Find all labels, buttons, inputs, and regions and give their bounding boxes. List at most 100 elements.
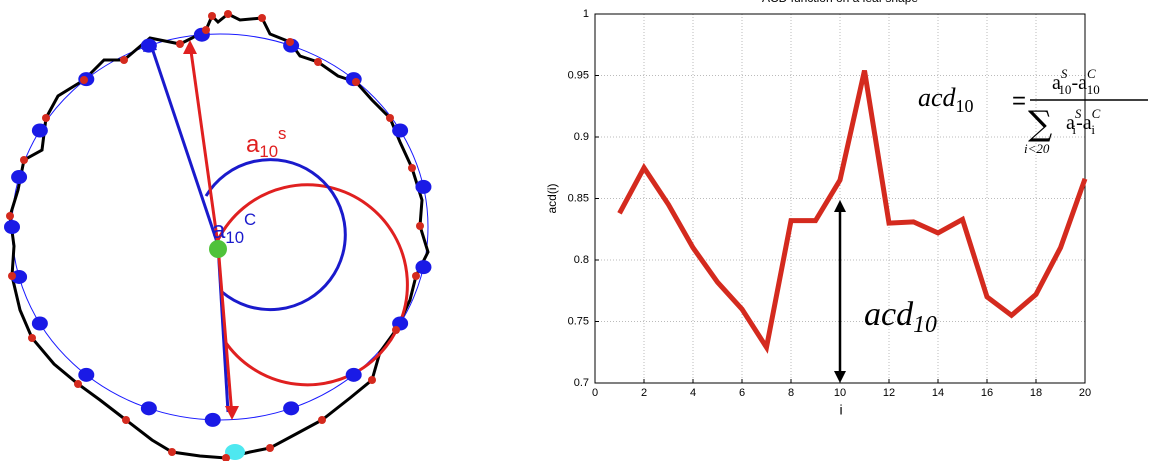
y-tick-label: 0.85 <box>568 192 589 204</box>
y-tick-label: 0.7 <box>574 377 589 389</box>
sample-point-circle <box>283 401 300 416</box>
sample-point-shape <box>368 376 376 384</box>
sample-point-shape <box>208 12 216 20</box>
angle-arc-c <box>204 158 347 312</box>
sample-point-shape <box>416 222 424 230</box>
subscript: 10 <box>259 143 278 162</box>
sample-point-circle <box>140 401 157 416</box>
base: acd <box>918 83 957 112</box>
formula-term: aS i -aC i <box>1066 106 1101 137</box>
sample-point-shape <box>42 114 50 122</box>
subscript: 10 <box>225 229 244 248</box>
operator: - <box>1076 112 1083 134</box>
sample-point-shape <box>120 56 128 64</box>
base: a <box>1066 112 1075 134</box>
arrowhead <box>225 406 239 420</box>
subscript: i <box>1091 122 1095 137</box>
red-arrow-down <box>216 244 234 417</box>
sample-point-shape <box>122 416 130 424</box>
formula-eq: = <box>1012 87 1026 114</box>
sample-point-circle <box>415 260 432 275</box>
sample-point-circle <box>140 38 157 53</box>
annotation: acd10 <box>864 296 937 339</box>
sum-sign: ∑ <box>1028 104 1052 144</box>
blue-arrow-up <box>148 41 220 246</box>
sample-point-circle <box>31 123 48 138</box>
formula-term: aS 10 -aC 10 <box>1052 66 1100 97</box>
base: acd <box>864 296 914 333</box>
chart-title: ACD function on a leaf shape <box>762 0 918 5</box>
data-line <box>617 70 1088 354</box>
y-tick-label: 1 <box>583 8 589 20</box>
y-tick-label: 0.8 <box>574 254 589 266</box>
subscript: 10 <box>913 313 937 339</box>
arrowhead <box>183 40 197 54</box>
x-tick-label: 18 <box>1030 387 1042 399</box>
centroid <box>209 240 227 258</box>
sample-point-circle <box>11 170 28 185</box>
x-tick-label: 0 <box>592 387 598 399</box>
subscript: 10 <box>1087 82 1100 97</box>
sample-point-circle <box>31 316 48 331</box>
angle-label-s: a10s <box>246 125 286 162</box>
superscript: C <box>1087 66 1096 81</box>
sample-point-shape <box>74 380 82 388</box>
leaf-shape <box>8 12 430 460</box>
x-tick-label: 8 <box>788 387 794 399</box>
x-tick-label: 4 <box>690 387 696 399</box>
sample-point-circle <box>4 220 20 234</box>
start-point <box>225 444 245 460</box>
sample-point-shape <box>412 272 420 280</box>
x-tick-label: 10 <box>834 387 846 399</box>
y-axis-label: acd(i) <box>545 183 559 213</box>
sample-point-shape <box>224 10 232 18</box>
sample-point-shape <box>408 164 416 172</box>
subscript: 10 <box>956 96 974 116</box>
x-tick-label: 12 <box>883 387 895 399</box>
sample-point-shape <box>392 326 400 334</box>
sample-point-shape <box>80 76 88 84</box>
sample-point-shape <box>202 26 210 34</box>
sample-point-circle <box>415 179 432 194</box>
x-axis-label: i <box>839 402 842 418</box>
superscript: C <box>1092 106 1101 121</box>
sample-point-shape <box>318 416 326 424</box>
diagram: a10s a10C <box>4 10 432 461</box>
x-tick-label: 16 <box>981 387 993 399</box>
sample-point-circle <box>78 367 95 382</box>
sample-point-circle <box>204 412 221 427</box>
base: a <box>1078 72 1087 94</box>
y-tick-label: 0.75 <box>568 315 589 327</box>
sample-point-shape <box>286 38 294 46</box>
sample-point-shape <box>314 58 322 66</box>
red-arrow-up <box>188 43 220 246</box>
sample-point-shape <box>6 212 14 220</box>
sample-point-circle <box>11 269 28 284</box>
base: a <box>212 217 226 244</box>
subscript: 10 <box>1058 82 1071 97</box>
sample-point-shape <box>176 40 184 48</box>
x-tick-label: 14 <box>932 387 944 399</box>
y-tick-label: 0.9 <box>574 131 589 143</box>
operator: - <box>1071 72 1078 94</box>
sample-point-shape <box>222 454 230 461</box>
x-tick-label: 20 <box>1079 387 1091 399</box>
arrowhead <box>834 371 846 383</box>
sample-point-shape <box>168 448 176 456</box>
x-tick-label: 6 <box>739 387 745 399</box>
superscript: S <box>1061 66 1068 81</box>
sum-subscript: i<20 <box>1024 141 1050 156</box>
sample-point-shape <box>258 14 266 22</box>
y-tick-label: 0.95 <box>568 69 589 81</box>
arrowhead <box>834 200 846 212</box>
chart: ACD function on a leaf shape 0 2 4 6 8 10 12 14 1… <box>545 0 1148 418</box>
sample-point-shape <box>28 334 36 342</box>
sample-point-circle <box>345 367 362 382</box>
base: a <box>1052 72 1061 94</box>
sample-point-shape <box>266 444 274 452</box>
superscript: s <box>278 125 286 144</box>
formula-lhs: acd10 <box>918 83 974 116</box>
angle-label-c: a10C <box>212 211 256 248</box>
x-tick-label: 2 <box>641 387 647 399</box>
